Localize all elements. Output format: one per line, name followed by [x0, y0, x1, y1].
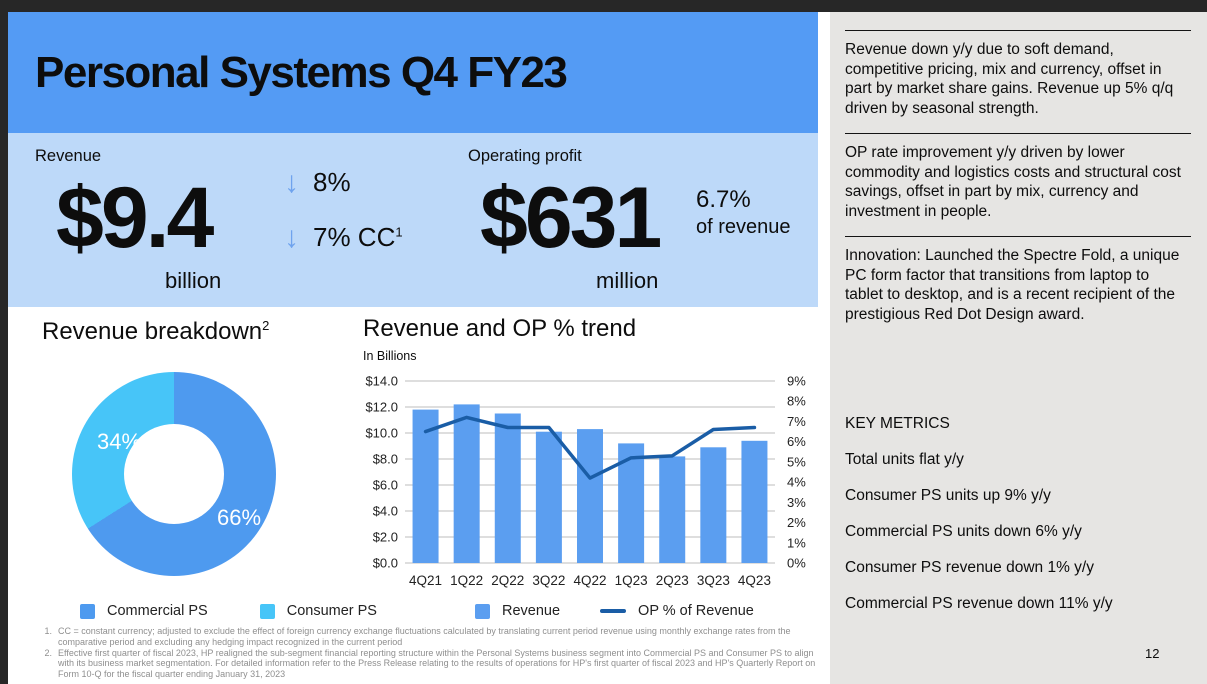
svg-text:$6.0: $6.0: [373, 478, 398, 493]
operating-profit-value: $631: [480, 170, 662, 266]
svg-text:1%: 1%: [787, 535, 806, 550]
svg-text:3Q23: 3Q23: [697, 573, 730, 588]
commercial-slice-label: 66%: [216, 505, 262, 530]
revenue-legend-label: Revenue: [502, 603, 561, 619]
revenue-unit: billion: [165, 268, 222, 293]
footnote-item: 2. Effective first quarter of fiscal 202…: [42, 648, 818, 680]
footnote-number: 2.: [44, 647, 52, 658]
commercial-ps-legend-swatch: [80, 603, 95, 619]
trend-chart-subtitle: In Billions: [363, 349, 417, 363]
revenue-change-text: 7% CC1: [313, 222, 403, 252]
svg-text:3%: 3%: [787, 495, 806, 510]
donut-legend: Commercial PS Consumer PS: [80, 603, 377, 619]
key-metrics-title: KEY METRICS: [845, 415, 950, 432]
footnote-text: CC = constant currency; adjusted to excl…: [58, 626, 791, 647]
revenue-value: $9.4: [56, 170, 214, 266]
key-metric-item: Commercial PS units down 6% y/y: [845, 523, 1082, 540]
svg-text:$0.0: $0.0: [373, 556, 398, 571]
operating-profit-unit: million: [596, 268, 659, 293]
operating-profit-pct: 6.7% of revenue: [696, 185, 791, 240]
trend-chart-legend: Revenue OP % of Revenue: [475, 603, 754, 619]
op-pct-legend-line-icon: [600, 609, 627, 613]
donut-hole: [124, 424, 224, 524]
svg-text:4Q23: 4Q23: [738, 573, 771, 588]
svg-text:2Q22: 2Q22: [491, 573, 524, 588]
svg-text:5%: 5%: [787, 454, 806, 469]
sidebar-paragraph: Revenue down y/y due to soft demand, com…: [845, 30, 1191, 133]
consumer-ps-legend-label: Consumer PS: [286, 603, 377, 619]
page-title: Personal Systems Q4 FY23: [35, 48, 568, 97]
revenue-change-row: ↓ 7% CC1: [284, 222, 403, 253]
commentary-sidebar: Revenue down y/y due to soft demand, com…: [830, 12, 1207, 684]
operating-profit-label: Operating profit: [468, 147, 582, 165]
slide-top-border: [0, 0, 1207, 12]
footnote-ref: 1: [395, 224, 403, 240]
key-metric-item: Commercial PS revenue down 11% y/y: [845, 595, 1113, 612]
donut-chart-title: Revenue breakdown2: [42, 318, 270, 345]
svg-text:$12.0: $12.0: [365, 400, 398, 415]
revenue-change-list: ↓ 8% ↓ 7% CC1: [284, 167, 403, 253]
footnote-text: Effective first quarter of fiscal 2023, …: [58, 647, 816, 680]
key-metric-item: Total units flat y/y: [845, 451, 964, 468]
slide-left-border: [0, 0, 8, 684]
footnote-number: 1.: [44, 626, 52, 636]
title-band: Personal Systems Q4 FY23: [8, 12, 818, 133]
kpi-band: Revenue $9.4 billion ↓ 8% ↓ 7% CC1 Opera…: [8, 133, 818, 307]
down-arrow-icon: ↓: [284, 165, 299, 199]
svg-text:2%: 2%: [787, 515, 806, 530]
sidebar-paragraph: OP rate improvement y/y driven by lower …: [845, 133, 1191, 236]
consumer-slice-label: 34%: [96, 429, 142, 454]
revenue-change-row: ↓ 8%: [284, 167, 403, 198]
sidebar-paragraph: Innovation: Launched the Spectre Fold, a…: [845, 236, 1191, 339]
trend-chart-plot: $0.0 $2.0 $4.0 $6.0 $8.0 $10.0 $12.0 $14.0 0% 1% 2…: [365, 374, 806, 589]
svg-text:8%: 8%: [787, 394, 806, 409]
revenue-breakdown-donut-chart: 34% 66%: [72, 372, 276, 576]
svg-text:7%: 7%: [787, 414, 806, 429]
svg-text:$4.0: $4.0: [373, 504, 398, 519]
key-metric-item: Consumer PS units up 9% y/y: [845, 487, 1051, 504]
svg-text:$8.0: $8.0: [373, 452, 398, 467]
svg-text:6%: 6%: [787, 434, 806, 449]
footnote-item: 1. CC = constant currency; adjusted to e…: [42, 626, 818, 648]
op-pct-legend-label: OP % of Revenue: [638, 603, 754, 619]
svg-text:3Q22: 3Q22: [532, 573, 565, 588]
trend-chart-title: Revenue and OP % trend: [363, 315, 637, 342]
sidebar-paragraphs: Revenue down y/y due to soft demand, com…: [845, 30, 1191, 339]
key-metric-item: Consumer PS revenue down 1% y/y: [845, 559, 1094, 576]
svg-text:0%: 0%: [787, 556, 806, 571]
svg-text:1Q23: 1Q23: [615, 573, 648, 588]
footnotes: 1. CC = constant currency; adjusted to e…: [42, 626, 818, 680]
svg-text:4Q22: 4Q22: [573, 573, 606, 588]
down-arrow-icon: ↓: [284, 220, 299, 254]
svg-text:$2.0: $2.0: [373, 530, 398, 545]
svg-text:$10.0: $10.0: [365, 426, 398, 441]
svg-text:2Q23: 2Q23: [656, 573, 689, 588]
revenue-legend-swatch: [475, 603, 490, 619]
revenue-change-text: 8%: [313, 167, 351, 197]
svg-text:1Q22: 1Q22: [450, 573, 483, 588]
commercial-ps-legend-label: Commercial PS: [107, 603, 208, 619]
consumer-ps-legend-swatch: [259, 603, 275, 619]
key-metrics-list: Total units flat y/y Consumer PS units u…: [845, 451, 1191, 613]
pct-of-revenue-label: of revenue: [696, 216, 791, 238]
pct-of-revenue-value: 6.7%: [696, 186, 751, 213]
svg-text:4Q21: 4Q21: [409, 573, 442, 588]
svg-text:4%: 4%: [787, 475, 806, 490]
page-number: 12: [1145, 646, 1160, 661]
footnote-ref: 2: [262, 318, 270, 333]
svg-text:$14.0: $14.0: [365, 374, 398, 389]
svg-text:9%: 9%: [787, 374, 806, 389]
main-content-area: Personal Systems Q4 FY23 Revenue $9.4 bi…: [8, 12, 818, 684]
revenue-op-trend-chart: Revenue and OP % trend In Billions $0.0 $…: [355, 315, 817, 635]
revenue-label: Revenue: [35, 147, 102, 165]
